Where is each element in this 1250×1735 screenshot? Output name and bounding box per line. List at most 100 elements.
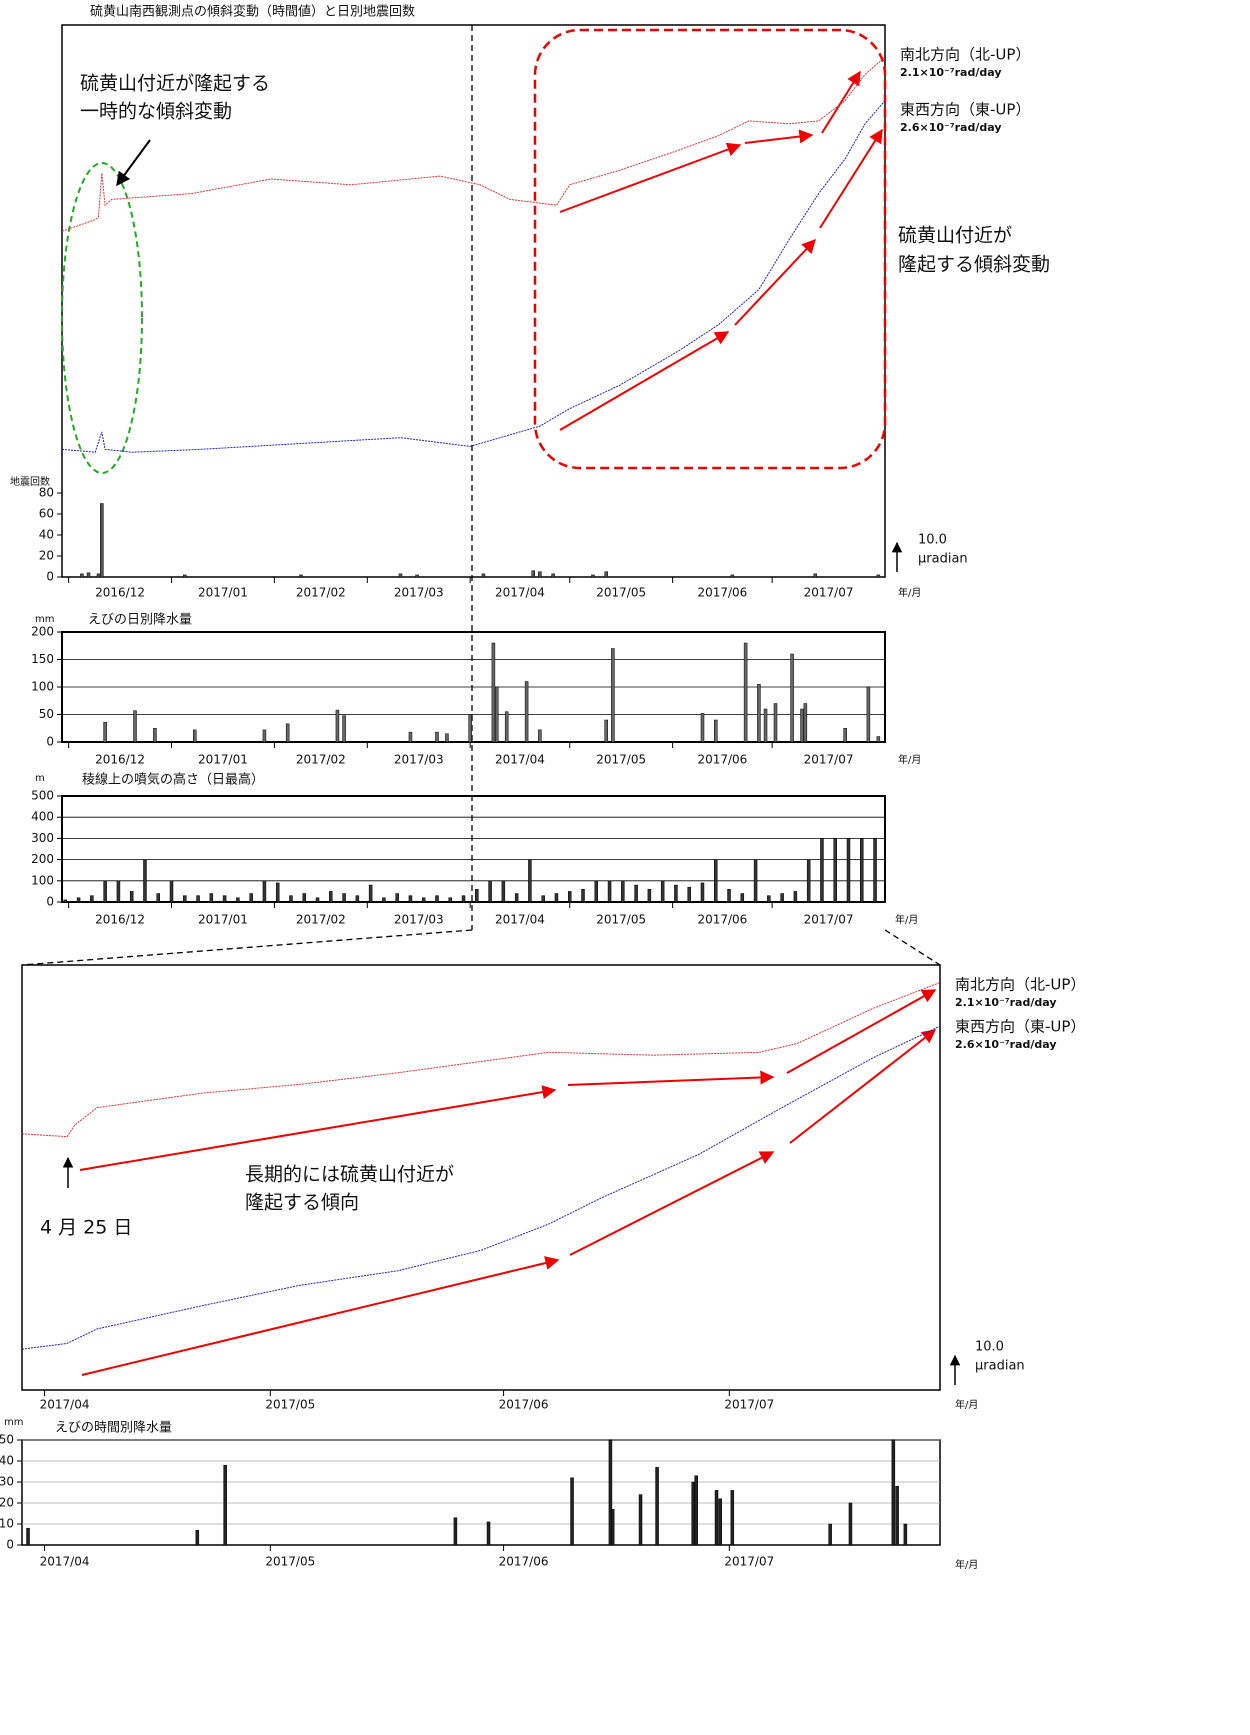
annotation: 硫黄山付近が隆起する (80, 73, 270, 95)
x-tick-label: 2017/02 (296, 913, 346, 927)
bar (570, 1477, 574, 1546)
x-unit-label: 年/月 (955, 1398, 978, 1411)
x-tick-label: 2017/07 (724, 1555, 774, 1569)
bar (63, 899, 68, 903)
bar (541, 895, 545, 903)
bar (714, 1490, 719, 1546)
bar (714, 719, 718, 743)
bar (714, 859, 718, 903)
arrow (821, 70, 861, 134)
bar (876, 574, 881, 578)
legend-rate: 2.6×10⁻⁷rad/day (900, 121, 1002, 134)
bar (803, 703, 808, 743)
x-tick-label: 2017/03 (394, 753, 444, 767)
frame-hourly (21, 1439, 941, 1546)
bar (591, 574, 595, 578)
bar (461, 895, 466, 903)
bar (100, 503, 104, 578)
y-tick-label: 40 (0, 1454, 14, 1468)
x-tick-label: 2016/12 (95, 913, 145, 927)
bar (285, 723, 290, 743)
scale-label: 10.0 (918, 533, 947, 548)
y-tick-label: 30 (0, 1475, 14, 1489)
arrow (81, 1256, 560, 1376)
highlight-ellipse (61, 162, 143, 474)
x-tick-label: 2017/04 (40, 1555, 90, 1569)
bar (153, 728, 157, 743)
annotation: 隆起する傾向 (245, 1192, 359, 1214)
bar (531, 570, 535, 578)
bar (494, 686, 499, 743)
bar (289, 895, 293, 903)
bar (435, 895, 439, 903)
annotation: 長期的には硫黄山付近が (245, 1164, 454, 1186)
y-tick-label: 80 (39, 486, 54, 500)
x-tick-label: 2016/12 (95, 753, 145, 767)
bar (262, 880, 267, 903)
legend-name: 東西方向（東-UP） (900, 101, 1030, 119)
x-tick-label: 2017/06 (697, 913, 747, 927)
bar (96, 573, 101, 578)
bar (514, 893, 519, 903)
y-axis-label: mm (35, 614, 54, 625)
x-tick-label: 2017/02 (296, 586, 346, 600)
annotation: 隆起する傾斜変動 (898, 254, 1050, 276)
bar (299, 574, 303, 578)
bar (103, 721, 107, 743)
bar (895, 1485, 899, 1546)
bar (538, 729, 542, 743)
legend-name: 南北方向（北-UP） (955, 976, 1085, 994)
bar (156, 893, 160, 903)
bar (275, 882, 280, 903)
x-tick-label: 2017/01 (198, 586, 248, 600)
bar (793, 891, 798, 903)
x-tick-label: 2017/05 (265, 1555, 315, 1569)
x-tick-label: 2017/01 (198, 913, 248, 927)
guide-line (21, 929, 473, 966)
bar (767, 895, 771, 903)
bar (408, 731, 413, 743)
bar (481, 573, 486, 578)
bar (876, 736, 881, 743)
bar (694, 1475, 698, 1546)
frame-zoom (21, 964, 941, 1391)
y-tick-label: 0 (46, 735, 54, 749)
bar (538, 571, 542, 578)
bar (196, 895, 200, 903)
bar (504, 711, 509, 743)
bar (860, 838, 864, 903)
bar (129, 891, 134, 903)
chart-title: 硫黄山南西観測点の傾斜変動（時間値）と日別地震回数 (90, 4, 415, 20)
bar (468, 714, 472, 743)
bar (103, 880, 107, 903)
bar (780, 893, 784, 903)
bar (846, 838, 851, 903)
bar (743, 642, 748, 743)
x-tick-label: 2017/04 (40, 1398, 90, 1412)
x-tick-label: 2017/01 (198, 753, 248, 767)
annotation: 硫黄山付近が (898, 225, 1012, 247)
arrow (559, 142, 742, 213)
bar (415, 574, 419, 578)
bar (833, 838, 837, 903)
y-tick-label: 0 (6, 1538, 14, 1552)
bar (594, 880, 599, 903)
arrow (786, 989, 937, 1074)
x-unit-label: 年/月 (898, 753, 921, 766)
bar (607, 880, 612, 903)
bar (647, 889, 652, 903)
y-tick-label: 20 (0, 1496, 14, 1510)
x-tick-label: 2017/06 (697, 753, 747, 767)
bar (660, 880, 665, 903)
bar (80, 573, 84, 578)
bar (315, 897, 320, 903)
arrow (559, 331, 730, 431)
x-unit-label: 年/月 (955, 1558, 978, 1571)
x-tick-label: 2017/07 (804, 753, 854, 767)
y-tick-label: 10 (0, 1517, 14, 1531)
chart-title: 稜線上の噴気の高さ（日最高） (82, 772, 264, 788)
bar (335, 709, 340, 743)
y-tick-label: 0 (46, 895, 54, 909)
bar (236, 897, 240, 903)
